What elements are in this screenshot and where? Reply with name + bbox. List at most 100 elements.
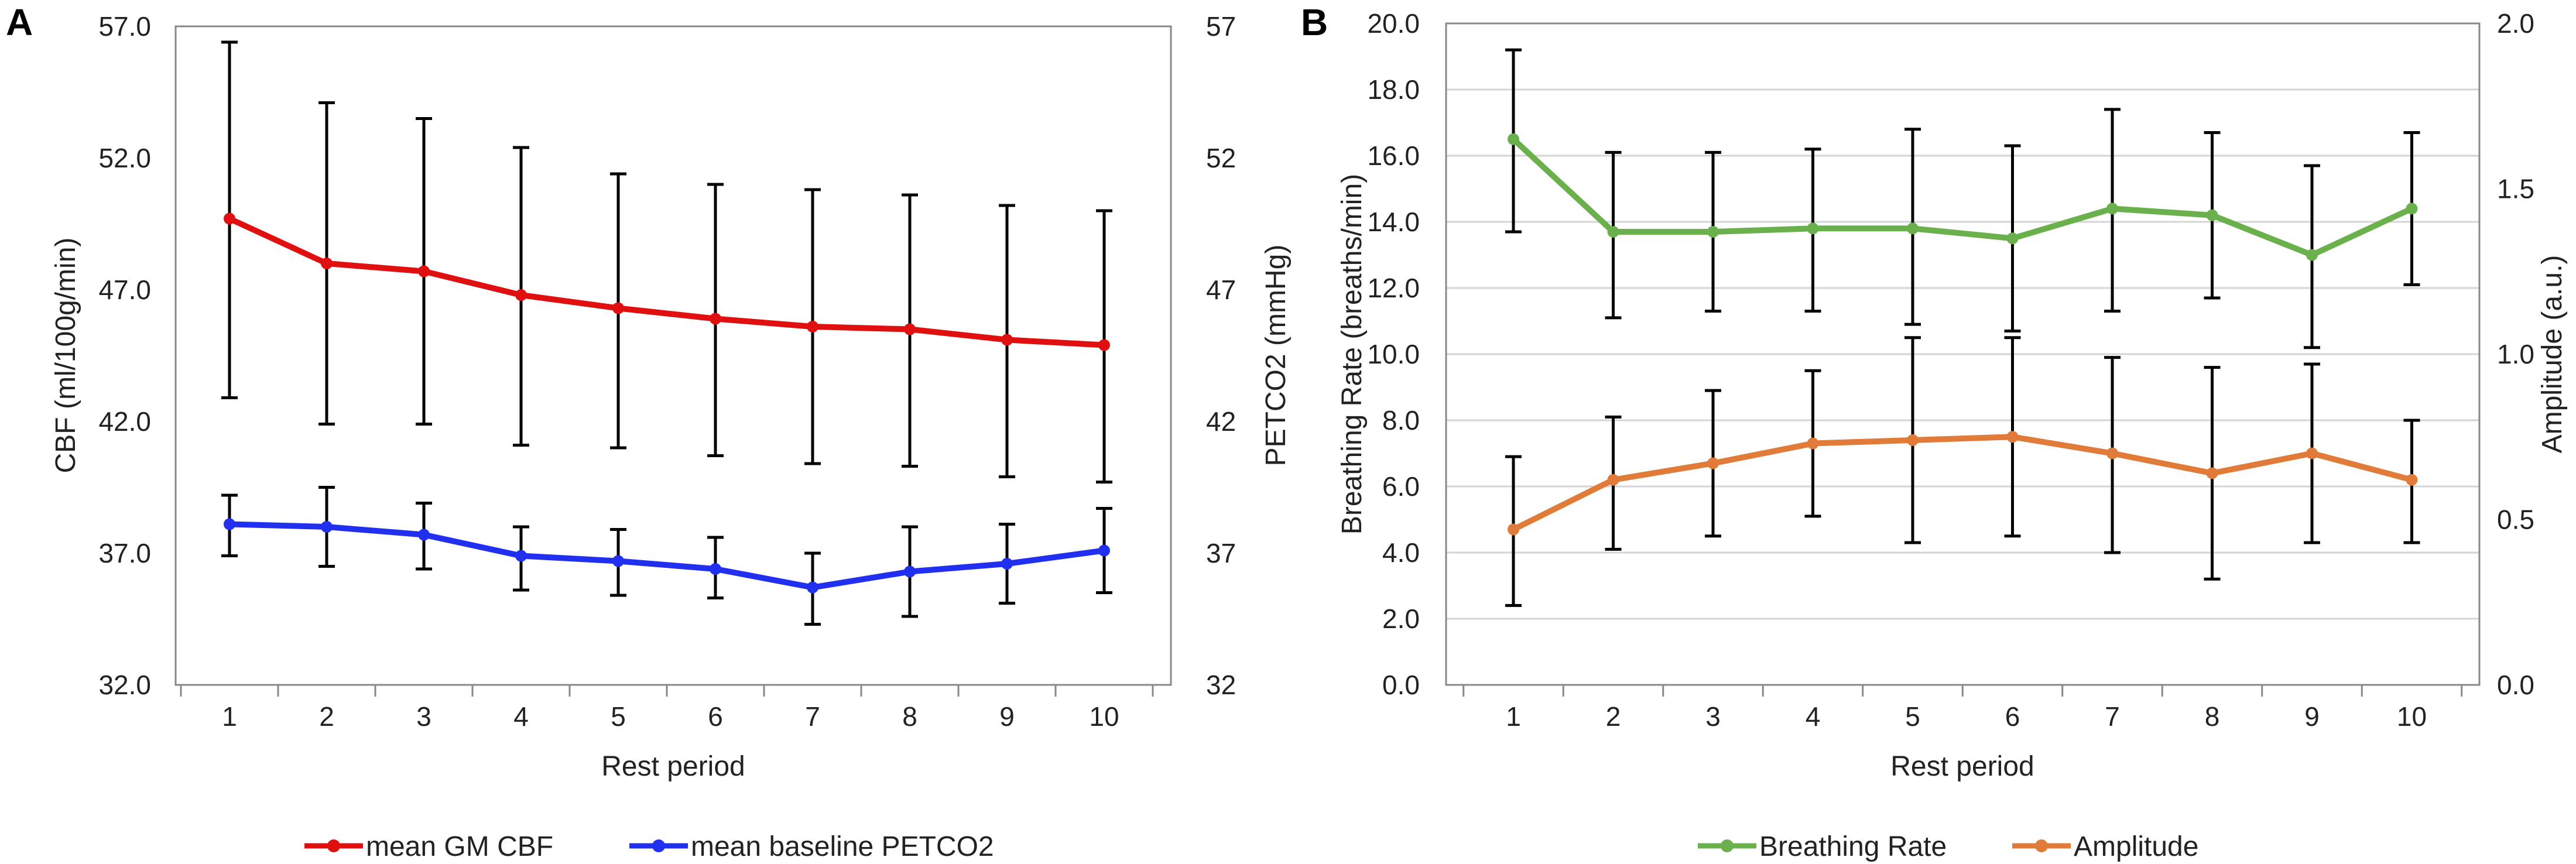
- error-bars: [1505, 48, 2420, 349]
- x-tick-label: 8: [2205, 701, 2220, 732]
- data-point: [710, 313, 721, 325]
- legend-label: mean baseline PETCO2: [691, 831, 994, 862]
- series-line: [1510, 434, 2415, 533]
- legend-swatch-marker: [1721, 839, 1734, 852]
- panel-b-series: [1505, 48, 2420, 607]
- y2-tick-label: 32: [1206, 670, 1236, 700]
- data-point: [1907, 222, 1919, 235]
- x-tick-label: 10: [1089, 701, 1119, 732]
- y-tick-label: 12.0: [1367, 273, 1420, 303]
- data-point: [515, 550, 527, 562]
- y-tick-label: 47.0: [98, 275, 151, 305]
- y-tick-label: 32.0: [98, 670, 151, 700]
- x-tick-label: 2: [1606, 701, 1621, 732]
- panel-b-right-ticks: 0.0 0.5 1.0 1.5 2.0: [2497, 8, 2534, 700]
- panel-a-legend: mean GM CBF mean baseline PETCO2: [304, 831, 994, 862]
- data-point: [224, 518, 235, 530]
- data-point: [1807, 222, 1819, 235]
- y2-tick-label: 1.0: [2497, 339, 2534, 369]
- panel-b-legend: Breathing Rate Amplitude: [1698, 831, 2198, 862]
- data-point: [2006, 232, 2019, 245]
- series-breathing-rate: [1505, 48, 2420, 349]
- y-tick-label: 4.0: [1382, 537, 1420, 568]
- data-point: [2306, 249, 2318, 261]
- y-tick-label: 6.0: [1382, 471, 1420, 502]
- x-tick-label: 9: [2304, 701, 2320, 732]
- legend-swatch-marker: [327, 839, 340, 852]
- panel-a-right-ticks: 32 37 42 47 52 57: [1206, 11, 1236, 700]
- legend-label: Amplitude: [2074, 831, 2198, 862]
- legend-item-amplitude: Amplitude: [2012, 831, 2198, 862]
- panel-a-plot-frame: [174, 25, 1172, 686]
- error-bars: [1505, 336, 2420, 607]
- y2-tick-label: 37: [1206, 538, 1236, 568]
- y-tick-label: 37.0: [98, 538, 151, 568]
- panel-a: A 32.037.042.047.052.057.0 323742475257 …: [6, 1, 1292, 862]
- data-point: [710, 563, 721, 575]
- data-point: [2406, 474, 2418, 486]
- x-tick-label: 6: [708, 701, 723, 732]
- x-tick-label: 7: [2105, 701, 2120, 732]
- y-tick-label: 52.0: [98, 143, 151, 173]
- x-tick-label: 2: [319, 701, 334, 732]
- data-point: [224, 212, 235, 225]
- data-point: [2306, 447, 2318, 460]
- data-point: [418, 529, 430, 541]
- x-tick-label: 4: [513, 701, 529, 732]
- y2-tick-label: 57: [1206, 11, 1236, 42]
- x-tick-label: 1: [222, 701, 237, 732]
- panel-b-left-ticks: 0.0 2.0 4.0 6.0 8.0 10.0 12.0 14.0 16.0 18.0 20.0: [1367, 8, 1420, 700]
- data-point: [2006, 431, 2019, 443]
- x-tick-label: 9: [999, 701, 1015, 732]
- panel-b-x-ticks: 1 2 3 4 5 6 7 8 9 10: [1506, 701, 2427, 732]
- y2-tick-label: 0.5: [2497, 505, 2534, 535]
- data-point: [418, 265, 430, 277]
- legend-item-breathing-rate: Breathing Rate: [1698, 831, 1947, 862]
- y2-tick-label: 2.0: [2497, 8, 2534, 39]
- series-line: [227, 521, 1107, 591]
- panel-a-x-ticks: 1 2 3 4 5 6 7 8 9 10: [222, 701, 1119, 732]
- x-tick-label: 5: [611, 701, 626, 732]
- x-tick-label: 1: [1506, 701, 1521, 732]
- data-point: [612, 302, 624, 314]
- panel-a-y-label: CBF (ml/100g/min): [50, 238, 81, 474]
- error-bars: [221, 40, 1112, 484]
- panel-b-y2-label: Amplitude (a.u.): [2537, 255, 2568, 454]
- panel-b: B 0.02.04.06.08.010.012.014.016.018.020.…: [1301, 1, 2568, 862]
- data-point: [807, 321, 818, 332]
- series-line: [1510, 136, 2415, 258]
- data-point: [1098, 544, 1110, 557]
- x-tick-label: 7: [805, 701, 820, 732]
- data-point: [1707, 225, 1719, 238]
- data-point: [1001, 334, 1013, 346]
- panel-b-axes: [1462, 685, 2463, 697]
- panel-a-letter: A: [6, 1, 33, 43]
- panel-a-left-ticks: 32.0 37.0 42.0 47.0 52.0 57.0: [98, 11, 151, 700]
- legend-swatch-marker: [2035, 839, 2048, 852]
- y-tick-label: 10.0: [1367, 339, 1420, 369]
- legend-label: mean GM CBF: [366, 831, 553, 862]
- panel-b-y-label: Breathing Rate (breaths/min): [1337, 174, 1368, 534]
- data-point: [1508, 133, 1519, 145]
- y-tick-label: 18.0: [1367, 74, 1420, 105]
- panel-a-series: [221, 40, 1112, 626]
- x-tick-label: 3: [416, 701, 431, 732]
- y-tick-label: 42.0: [98, 406, 151, 437]
- data-point: [2106, 447, 2118, 460]
- y-tick-label: 0.0: [1382, 670, 1420, 700]
- x-tick-label: 4: [1806, 701, 1821, 732]
- x-tick-label: 5: [1905, 701, 1920, 732]
- y-tick-label: 20.0: [1367, 8, 1420, 39]
- series-line: [227, 215, 1107, 348]
- x-tick-label: 10: [2397, 701, 2427, 732]
- data-point: [2106, 203, 2118, 215]
- data-point: [1508, 523, 1519, 536]
- data-point: [321, 258, 333, 269]
- x-tick-label: 3: [1705, 701, 1721, 732]
- error-bars: [221, 486, 1112, 626]
- data-point: [1907, 434, 1919, 446]
- x-tick-label: 8: [902, 701, 917, 732]
- y-tick-label: 16.0: [1367, 140, 1420, 171]
- panel-b-letter: B: [1301, 1, 1328, 43]
